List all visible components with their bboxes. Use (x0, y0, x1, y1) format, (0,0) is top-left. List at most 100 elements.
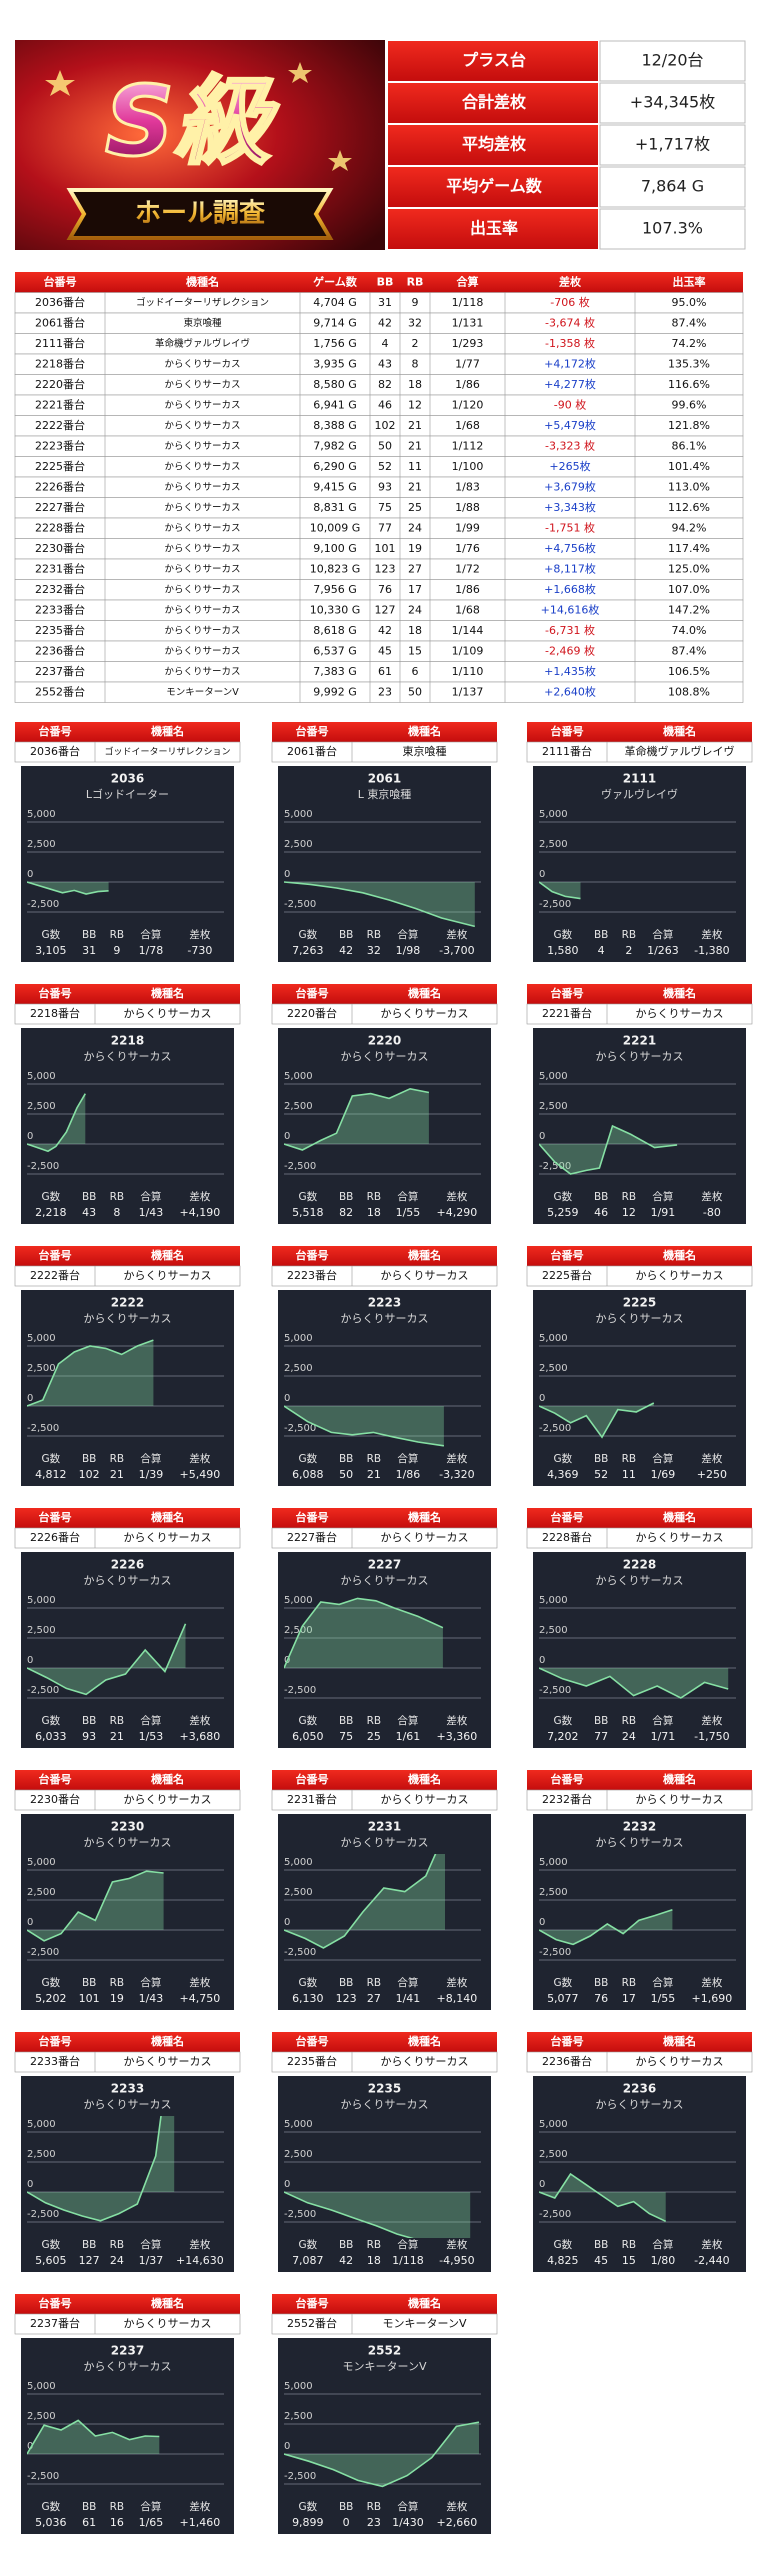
chart-subtitle: からくりサーカス (84, 1050, 172, 1063)
table-cell: 21 (408, 480, 422, 493)
stat-label: RB (367, 2239, 382, 2251)
stat-label: G数 (553, 1714, 572, 1727)
y-tick-label: 0 (27, 2441, 33, 2452)
table-cell: +8,117枚 (544, 561, 596, 575)
table-cell: -90 枚 (554, 397, 586, 411)
area-fill (284, 1854, 445, 1948)
y-tick-label: -2,500 (284, 2209, 316, 2220)
card-unit: 2230番台 (30, 1792, 80, 1806)
table-cell: 93 (378, 480, 392, 493)
card-header (272, 2294, 497, 2314)
stat-value: 50 (339, 1468, 353, 1481)
y-tick-label: -2,500 (27, 1685, 59, 1696)
card-header-label: 台番号 (296, 724, 329, 738)
chart-panel (278, 2076, 491, 2272)
line (284, 2191, 414, 2238)
line (27, 1623, 187, 1696)
stat-value: +4,190 (180, 1206, 221, 1219)
chart-panel (21, 1814, 234, 2010)
chart-subtitle: からくりサーカス (341, 1312, 429, 1325)
line (27, 1093, 86, 1153)
table-cell: 127 (375, 603, 396, 616)
card-model: からくりサーカス (381, 1793, 469, 1806)
chart-title: 2111 (623, 772, 656, 786)
chart-subtitle: からくりサーカス (596, 2098, 684, 2111)
table-cell: 117.4% (668, 542, 710, 555)
table-header-row (15, 272, 743, 293)
table-cell: 2228番台 (35, 520, 85, 534)
line (539, 2172, 667, 2223)
chart-panel (21, 1028, 234, 1224)
chart-panel (533, 1028, 746, 1224)
stat-value: 31 (82, 944, 96, 957)
stat-value: 1/43 (139, 1992, 164, 2005)
card-model: からくりサーカス (381, 2055, 469, 2068)
y-tick-label: 5,000 (27, 2381, 56, 2392)
stat-value: +14,630 (176, 2254, 224, 2267)
table-cell: -3,323 枚 (545, 438, 595, 452)
card-header (15, 1770, 240, 1790)
summary-value: 7,864 G (641, 177, 704, 196)
chart-panel (21, 2076, 234, 2272)
table-cell: 21 (408, 439, 422, 452)
table-cell: 1/77 (455, 357, 480, 370)
stat-label: G数 (298, 1714, 317, 1727)
card-info-row (526, 741, 753, 763)
stat-label: RB (367, 929, 382, 941)
table-cell: からくりサーカス (164, 379, 240, 390)
area-fill (27, 1871, 164, 1941)
chart-panel (533, 766, 746, 962)
table-cell: 135.3% (668, 357, 710, 370)
table-cell: 3,935 G (313, 357, 357, 370)
card-header (527, 1246, 752, 1266)
card-unit: 2237番台 (30, 2316, 80, 2330)
stat-value: +5,490 (180, 1468, 221, 1481)
table-cell: 46 (378, 398, 392, 411)
y-tick-label: -2,500 (27, 1947, 59, 1958)
stat-label: 合算 (140, 2500, 161, 2513)
y-tick-label: 2,500 (539, 1363, 568, 1374)
table-cell: 2231番台 (35, 561, 85, 575)
y-tick-label: -2,500 (27, 1423, 59, 1434)
y-tick-label: -2,500 (284, 1423, 316, 1434)
card-unit: 2227番台 (287, 1530, 337, 1544)
card-header-label: 機種名 (663, 986, 696, 1000)
y-tick-label: 5,000 (539, 1071, 568, 1082)
stat-label: 差枚 (701, 1452, 722, 1465)
table-cell: 7,982 G (313, 439, 357, 452)
table-cell: 2036番台 (35, 295, 85, 309)
area-fill (284, 882, 475, 927)
table-cell: 106.5% (668, 665, 710, 678)
stat-label: BB (339, 2501, 353, 2513)
table-cell: 1/293 (452, 337, 484, 350)
stat-value: -2,440 (694, 2254, 729, 2267)
y-tick-label: 0 (284, 869, 290, 880)
table-cell: +2,640枚 (544, 684, 596, 698)
table-cell: 94.2% (672, 521, 707, 534)
stat-label: 合算 (397, 2500, 418, 2513)
table-cell: 1/110 (452, 665, 484, 678)
stat-label: 差枚 (701, 1190, 722, 1203)
y-tick-label: 2,500 (284, 839, 313, 850)
y-tick-label: -2,500 (539, 1161, 571, 1172)
stat-label: 合算 (652, 2238, 673, 2251)
stat-value: 4,812 (35, 1468, 67, 1481)
stat-value: 127 (79, 2254, 100, 2267)
card-model: からくりサーカス (124, 1531, 212, 1544)
chart-title: 2061 (368, 772, 401, 786)
stat-label: 差枚 (189, 928, 210, 941)
chart-panel (278, 1028, 491, 1224)
stat-label: RB (622, 1977, 637, 1989)
table-cell: 10,009 G (310, 521, 361, 534)
y-tick-label: -2,500 (284, 1685, 316, 1696)
card-header-label: 機種名 (408, 1772, 441, 1786)
stat-label: RB (110, 1977, 125, 1989)
table-cell: 77 (378, 521, 392, 534)
stat-label: 差枚 (189, 2500, 210, 2513)
table-cell: 2222番台 (35, 418, 85, 432)
table-cell: 2237番台 (35, 664, 85, 678)
